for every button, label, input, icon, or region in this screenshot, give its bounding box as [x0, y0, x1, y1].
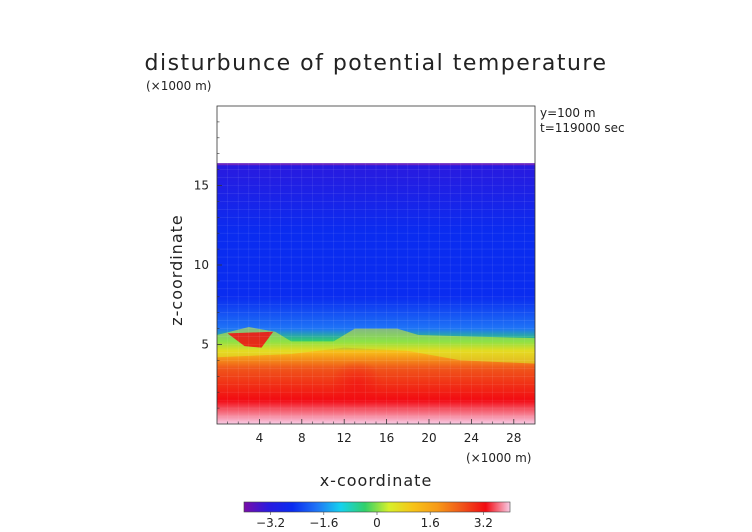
- x-unit-label: (×1000 m): [466, 451, 531, 465]
- warm-pocket: [227, 331, 274, 348]
- x-tick-label: 16: [379, 431, 394, 445]
- colorbar-tick-label: 3.2: [474, 516, 493, 530]
- colorbar: [243, 501, 511, 513]
- colorbar-tick-label: −1.6: [309, 516, 338, 530]
- x-axis-label: x-coordinate: [320, 471, 433, 490]
- y-axis: 5 10 15: [194, 121, 222, 409]
- x-tick-label: 20: [421, 431, 436, 445]
- y-axis-label: z-coordinate: [167, 214, 186, 326]
- y-tick-label: 15: [194, 179, 209, 193]
- colorbar-ticks: −3.2 −1.6 0 1.6 3.2: [256, 512, 493, 530]
- contour-grid: [217, 163, 535, 424]
- y-unit-label: (×1000 m): [146, 79, 211, 93]
- transition-band: [217, 327, 535, 364]
- warm-core: [330, 360, 383, 409]
- x-axis: 4 8 12 16 20 24 28: [227, 419, 525, 445]
- x-tick-label: 4: [256, 431, 264, 445]
- y-tick-label: 5: [201, 338, 209, 352]
- y-tick-label: 10: [194, 258, 209, 272]
- colorbar-tick-label: −3.2: [256, 516, 285, 530]
- x-tick-label: 24: [464, 431, 479, 445]
- annotation-y-position: y=100 m: [540, 106, 596, 120]
- colorbar-tick-label: 1.6: [421, 516, 440, 530]
- annotation-time: t=119000 sec: [540, 121, 625, 135]
- x-tick-label: 12: [337, 431, 352, 445]
- x-tick-label: 8: [298, 431, 306, 445]
- chart-title: disturbunce of potential temperature: [145, 51, 608, 76]
- colorbar-tick-label: 0: [373, 516, 381, 530]
- x-tick-label: 28: [506, 431, 521, 445]
- field-features: [217, 163, 535, 409]
- upper-boundary: [217, 163, 535, 166]
